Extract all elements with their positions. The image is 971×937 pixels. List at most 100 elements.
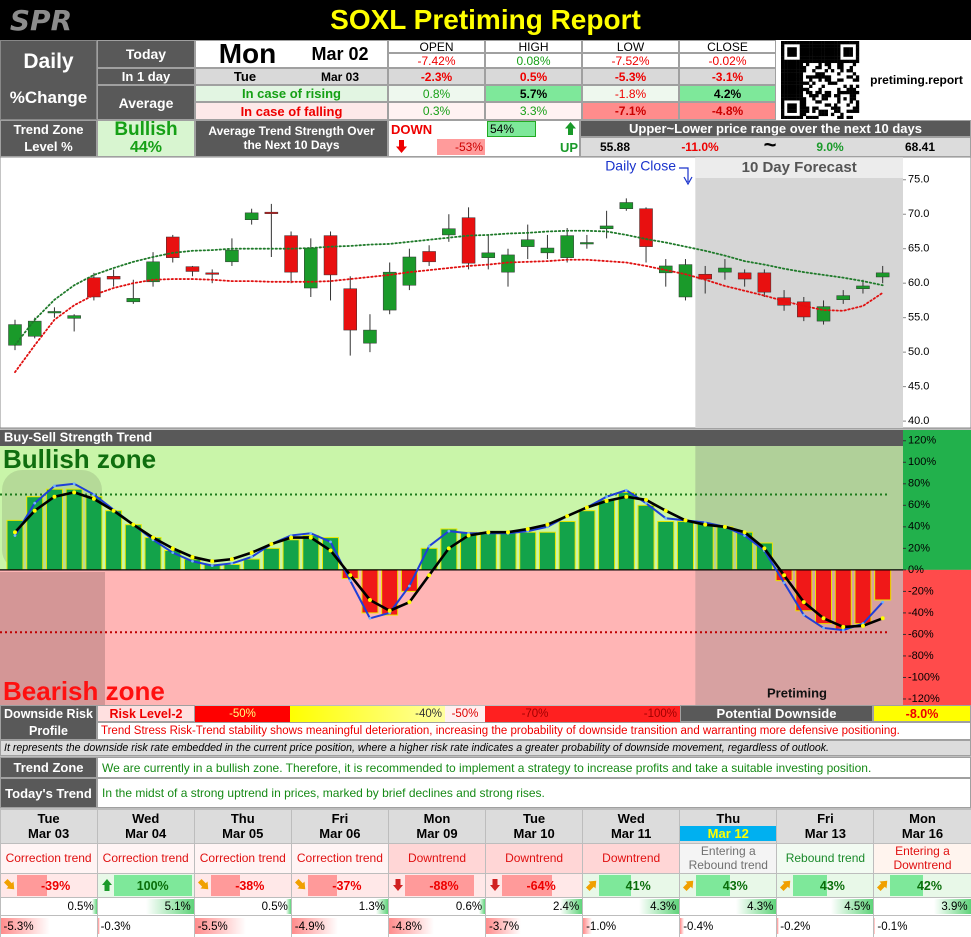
- qr-module: [787, 41, 791, 45]
- range-label: Upper~Lower price range over the next 10…: [580, 120, 971, 137]
- y-tick-label: -120%: [908, 693, 940, 705]
- qr-module: [840, 59, 844, 64]
- qr-module: [855, 59, 860, 64]
- forecast-date: Mar 12: [680, 826, 777, 841]
- qr-module: [796, 87, 800, 92]
- high-bar: [479, 899, 486, 914]
- qr-module: [815, 65, 819, 70]
- qr-module: [805, 41, 810, 45]
- falling-value: 0.3%: [388, 102, 485, 120]
- up-bar: 54%: [487, 121, 536, 137]
- column-header: OPEN: [388, 40, 485, 53]
- next-date-cell: [195, 68, 388, 85]
- next-value: -3.1%: [679, 68, 776, 85]
- qr-module: [821, 41, 825, 45]
- qr-module: [821, 56, 825, 60]
- qr-module: [799, 50, 804, 54]
- candle-body: [106, 276, 121, 280]
- qr-module: [849, 87, 853, 92]
- qr-module: [793, 78, 797, 82]
- qr-module: [824, 75, 828, 79]
- qr-module: [846, 47, 850, 51]
- line-marker: [427, 573, 432, 578]
- qr-module: [849, 65, 853, 70]
- qr-module: [852, 41, 857, 45]
- arrow-icon: [877, 880, 888, 892]
- qr-module: [793, 87, 797, 92]
- qr-module: [802, 106, 807, 110]
- forecast-low: -3.7%: [489, 920, 520, 933]
- qr-module: [802, 87, 807, 92]
- next-day: Tue: [233, 69, 257, 84]
- trend-zone-label: Trend Zone: [13, 122, 84, 137]
- forecast-low: -5.3%: [3, 920, 34, 933]
- low-bar: [0, 918, 51, 934]
- arrow-icon: [197, 878, 208, 890]
- qr-module: [855, 47, 860, 51]
- qr-module: [793, 53, 797, 57]
- range-lower: 55.88: [599, 140, 631, 154]
- forecast-day: Thu: [716, 811, 741, 826]
- qr-module: [796, 72, 800, 76]
- qr-module: [846, 41, 850, 45]
- qr-module: [846, 103, 850, 107]
- arrow: [565, 122, 576, 135]
- arrow: [101, 879, 112, 891]
- qr-module: [784, 69, 788, 73]
- qr-module: [787, 72, 791, 76]
- arrow: [490, 879, 500, 891]
- qr-module: [802, 41, 807, 45]
- line-marker: [447, 529, 451, 533]
- qr-module: [802, 56, 807, 60]
- line-marker: [249, 550, 254, 555]
- qr-module: [824, 56, 828, 60]
- forecast-strength: 41%: [625, 878, 651, 893]
- qr-module: [805, 81, 810, 85]
- qr-module: [784, 75, 788, 79]
- forecast-high: 2.4%: [552, 900, 580, 913]
- zone: Bullish: [114, 120, 178, 140]
- qr-module: [818, 56, 822, 60]
- qr-module: [818, 109, 822, 113]
- qr-module: [790, 72, 794, 76]
- forecast-trend: Entering a Rebound trend: [680, 844, 777, 873]
- candle-body: [205, 272, 219, 275]
- qr-module: [837, 56, 841, 60]
- qr-module: [790, 106, 794, 110]
- qr-module: [827, 78, 832, 82]
- low-cell: [680, 916, 777, 937]
- qr-module: [793, 50, 797, 54]
- arrow-icon: [586, 880, 597, 892]
- qr-module: [846, 59, 850, 64]
- bar: [676, 520, 694, 571]
- strength-bar: [696, 875, 730, 896]
- candle-body: [678, 264, 693, 298]
- line-marker: [624, 488, 628, 492]
- qr-module: [787, 84, 791, 88]
- qr-module: [805, 62, 810, 67]
- strength-label: Average Trend Strength Over the Next 10 …: [195, 120, 388, 157]
- line-marker: [408, 584, 411, 588]
- day-cell: [291, 810, 388, 843]
- zone-text: We are currently in a bullish zone. Ther…: [97, 757, 971, 778]
- forecast-day: Fri: [331, 811, 349, 826]
- y-tick-label: 65.0: [908, 243, 929, 255]
- qr-module: [812, 56, 816, 60]
- qr-module: [843, 41, 847, 45]
- qr-module: [781, 47, 785, 51]
- high-bar: [559, 899, 583, 914]
- qr-module: [837, 94, 841, 98]
- qr-module: [793, 103, 797, 107]
- qr-module: [843, 84, 847, 88]
- qr-module: [793, 62, 797, 67]
- qr-module: [793, 65, 797, 70]
- rising-value: -1.8%: [582, 85, 679, 102]
- column-header: CLOSE: [679, 40, 776, 53]
- qr-module: [855, 41, 860, 45]
- strength-bar: [307, 875, 337, 896]
- qr-module: [830, 44, 835, 48]
- qr-module: [793, 75, 797, 79]
- qr-module: [815, 50, 819, 54]
- qr-module: [815, 90, 819, 95]
- bar: [538, 531, 556, 571]
